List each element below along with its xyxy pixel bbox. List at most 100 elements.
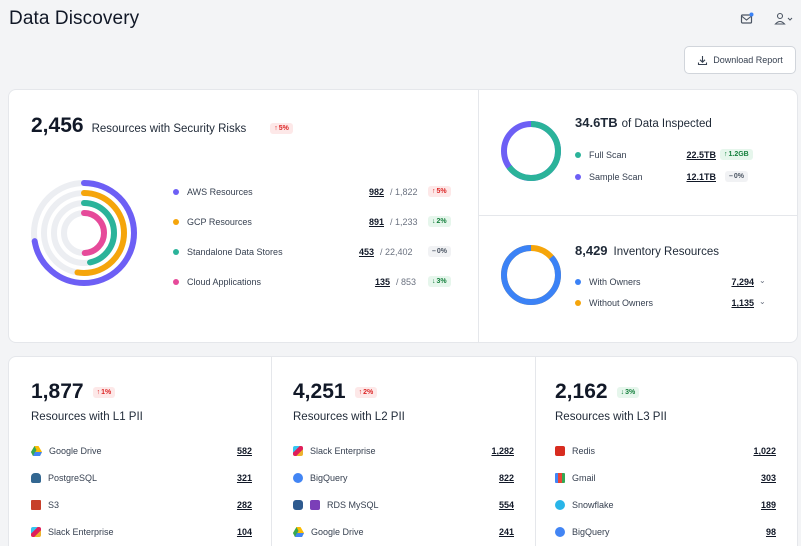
list-item: PostgreSQL	[31, 473, 97, 483]
l1-header: 1,877 ↑ 1%	[31, 380, 116, 404]
legend-item-with-owners: With Owners	[575, 277, 641, 287]
top-bar: Data Discovery	[0, 0, 801, 40]
list-item: S3	[31, 500, 59, 510]
divider	[271, 357, 272, 546]
google-drive-icon	[31, 446, 42, 456]
list-item: Gmail	[555, 473, 596, 483]
sample-scan-change-badge: – 0%	[725, 171, 749, 182]
list-item: Slack Enterprise	[31, 527, 114, 537]
list-item: BigQuery	[293, 473, 348, 483]
user-menu-icon[interactable]	[772, 10, 796, 28]
aws-total: / 1,822	[390, 187, 418, 197]
l3-label: Resources with L3 PII	[555, 411, 667, 423]
inventory-header: 8,429 Inventory Resources	[575, 243, 719, 258]
divider	[478, 90, 479, 342]
list-item: Snowflake	[555, 500, 614, 510]
gmail-icon	[555, 473, 565, 483]
redis-icon	[555, 446, 565, 456]
cloud-change-badge: ↓ 3%	[428, 276, 451, 287]
download-icon	[698, 55, 708, 65]
list-item: Google Drive	[293, 527, 364, 537]
l2-header: 4,251 ↑ 2%	[293, 380, 378, 404]
rds-mysql-icon	[310, 500, 320, 510]
sample-scan-value[interactable]: 12.1TB	[686, 172, 716, 182]
l1-google-drive-value[interactable]: 582	[236, 446, 252, 456]
divider	[479, 215, 797, 216]
inspected-donut	[501, 121, 561, 181]
slack-icon	[293, 446, 303, 456]
inspected-label: of Data Inspected	[621, 118, 712, 130]
notifications-icon[interactable]	[738, 10, 756, 28]
l1-count: 1,877	[31, 380, 84, 403]
list-item: RDS MySQL	[293, 500, 379, 510]
l3-gmail-value[interactable]: 303	[760, 473, 776, 483]
inspected-header: 34.6TB of Data Inspected	[575, 115, 712, 130]
aws-value[interactable]: 982	[368, 187, 384, 197]
inventory-donut	[501, 245, 561, 305]
google-drive-icon	[293, 527, 304, 537]
list-item: BigQuery	[555, 527, 610, 537]
l2-label: Resources with L2 PII	[293, 411, 405, 423]
standalone-total: / 22,402	[380, 247, 413, 257]
l3-bigquery-value[interactable]: 98	[765, 527, 776, 537]
without-owners-chevron-down-icon[interactable]: ⌄	[759, 297, 766, 306]
full-scan-value[interactable]: 22.5TB	[686, 150, 716, 160]
security-risk-badge: ↑ 5%	[270, 123, 293, 134]
legend-item-gcp: GCP Resources	[173, 217, 252, 227]
inspected-amount: 34.6TB	[575, 115, 618, 130]
l1-change-badge: ↑ 1%	[92, 386, 116, 398]
list-item: Redis	[555, 446, 595, 456]
inventory-count: 8,429	[575, 243, 608, 258]
list-item: Slack Enterprise	[293, 446, 376, 456]
security-risk-count: 2,456	[31, 114, 84, 137]
security-risk-rings	[31, 180, 137, 286]
l2-slack-value[interactable]: 1,282	[491, 446, 514, 456]
divider	[535, 357, 536, 546]
page-title: Data Discovery	[9, 8, 140, 29]
inventory-label: Inventory Resources	[613, 246, 720, 258]
standalone-value[interactable]: 453	[358, 247, 374, 257]
l1-label: Resources with L1 PII	[31, 411, 143, 423]
legend-item-standalone: Standalone Data Stores	[173, 247, 283, 257]
standalone-change-badge: – 0%	[428, 246, 452, 257]
legend-item-sample-scan: Sample Scan	[575, 172, 643, 182]
without-owners-value[interactable]: 1,135	[731, 298, 754, 308]
gcp-change-badge: ↓ 2%	[428, 216, 451, 227]
l1-s3-value[interactable]: 282	[236, 500, 252, 510]
pii-card	[8, 356, 798, 546]
legend-item-cloud: Cloud Applications	[173, 277, 261, 287]
l3-change-badge: ↓ 3%	[616, 386, 640, 398]
aws-change-badge: ↑ 5%	[428, 186, 451, 197]
legend-item-without-owners: Without Owners	[575, 298, 653, 308]
s3-icon	[31, 500, 41, 510]
gcp-value[interactable]: 891	[368, 217, 384, 227]
l2-bigquery-value[interactable]: 822	[498, 473, 514, 483]
legend-item-full-scan: Full Scan	[575, 150, 627, 160]
cloud-value[interactable]: 135	[374, 277, 390, 287]
download-report-label: Download Report	[713, 55, 783, 65]
l2-change-badge: ↑ 2%	[354, 386, 378, 398]
l2-google-drive-value[interactable]: 241	[498, 527, 514, 537]
l1-slack-value[interactable]: 104	[236, 527, 252, 537]
l3-header: 2,162 ↓ 3%	[555, 380, 640, 404]
rds-icon	[293, 500, 303, 510]
cloud-total: / 853	[396, 277, 417, 287]
with-owners-chevron-down-icon[interactable]: ⌄	[759, 276, 766, 285]
l3-snowflake-value[interactable]: 189	[760, 500, 776, 510]
snowflake-icon	[555, 500, 565, 510]
l1-postgresql-value[interactable]: 321	[236, 473, 252, 483]
download-report-button[interactable]: Download Report	[684, 46, 796, 74]
l2-rds-mysql-value[interactable]: 554	[498, 500, 514, 510]
security-risk-label: Resources with Security Risks	[91, 123, 247, 135]
summary-card: 2,456 Resources with Security Risks ↑ 5%…	[8, 89, 798, 343]
postgresql-icon	[31, 473, 41, 483]
full-scan-change-badge: ↑ 1.2GB	[720, 149, 753, 160]
with-owners-value[interactable]: 7,294	[731, 277, 754, 287]
security-risk-header: 2,456 Resources with Security Risks ↑ 5%	[31, 114, 293, 138]
legend-item-aws: AWS Resources	[173, 187, 253, 197]
l2-count: 4,251	[293, 380, 346, 403]
gcp-total: / 1,233	[390, 217, 418, 227]
bigquery-icon	[293, 473, 303, 483]
l3-redis-value[interactable]: 1,022	[753, 446, 776, 456]
slack-icon	[31, 527, 41, 537]
